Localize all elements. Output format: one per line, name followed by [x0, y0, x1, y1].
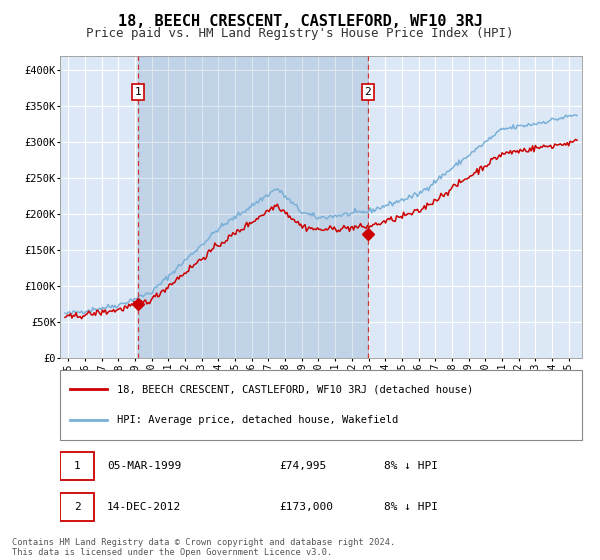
Text: £173,000: £173,000 — [279, 502, 333, 512]
Text: 2: 2 — [74, 502, 80, 512]
Text: 2: 2 — [364, 87, 371, 97]
Text: 05-MAR-1999: 05-MAR-1999 — [107, 461, 181, 472]
Text: 8% ↓ HPI: 8% ↓ HPI — [383, 502, 437, 512]
FancyBboxPatch shape — [60, 452, 94, 480]
Text: £74,995: £74,995 — [279, 461, 326, 472]
FancyBboxPatch shape — [60, 493, 94, 521]
Text: 14-DEC-2012: 14-DEC-2012 — [107, 502, 181, 512]
Text: 18, BEECH CRESCENT, CASTLEFORD, WF10 3RJ (detached house): 18, BEECH CRESCENT, CASTLEFORD, WF10 3RJ… — [118, 384, 473, 394]
Text: HPI: Average price, detached house, Wakefield: HPI: Average price, detached house, Wake… — [118, 415, 398, 425]
Text: 8% ↓ HPI: 8% ↓ HPI — [383, 461, 437, 472]
Bar — [138, 56, 368, 358]
Text: 1: 1 — [134, 87, 141, 97]
FancyBboxPatch shape — [60, 370, 582, 440]
Text: Price paid vs. HM Land Registry's House Price Index (HPI): Price paid vs. HM Land Registry's House … — [86, 27, 514, 40]
Text: Contains HM Land Registry data © Crown copyright and database right 2024.
This d: Contains HM Land Registry data © Crown c… — [12, 538, 395, 557]
Text: 1: 1 — [74, 461, 80, 472]
Text: 18, BEECH CRESCENT, CASTLEFORD, WF10 3RJ: 18, BEECH CRESCENT, CASTLEFORD, WF10 3RJ — [118, 14, 482, 29]
